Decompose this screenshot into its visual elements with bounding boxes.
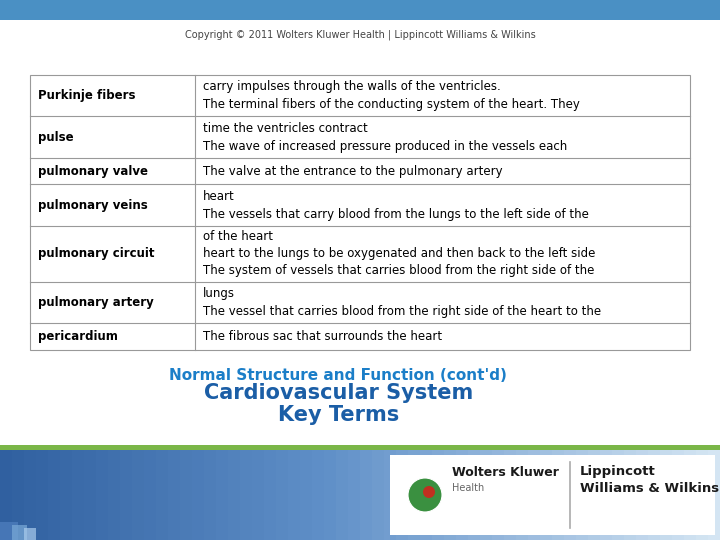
Text: Cardiovascular System: Cardiovascular System — [204, 383, 473, 403]
Bar — [324, 450, 337, 540]
Bar — [504, 450, 517, 540]
Bar — [492, 450, 505, 540]
Text: pericardium: pericardium — [38, 330, 118, 343]
Bar — [348, 450, 361, 540]
Bar — [396, 450, 409, 540]
Text: pulmonary valve: pulmonary valve — [38, 165, 148, 178]
Bar — [60, 450, 73, 540]
Bar — [540, 450, 553, 540]
Bar — [0, 0, 720, 20]
Text: carry impulses through the walls of the ventricles.: carry impulses through the walls of the … — [203, 80, 500, 93]
Bar — [636, 450, 649, 540]
Text: time the ventricles contract: time the ventricles contract — [203, 122, 368, 134]
Bar — [372, 450, 385, 540]
Text: The terminal fibers of the conducting system of the heart. They: The terminal fibers of the conducting sy… — [203, 98, 580, 111]
Bar — [0, 522, 18, 540]
Text: The system of vessels that carries blood from the right side of the: The system of vessels that carries blood… — [203, 265, 595, 278]
Bar — [588, 450, 601, 540]
Bar — [312, 450, 325, 540]
Text: Health: Health — [452, 483, 485, 493]
Bar — [360, 450, 373, 540]
Bar — [24, 450, 37, 540]
Bar — [336, 450, 349, 540]
Bar — [624, 450, 637, 540]
Bar — [576, 450, 589, 540]
Bar — [168, 450, 181, 540]
Text: heart: heart — [203, 190, 235, 202]
Bar — [444, 450, 457, 540]
Bar — [108, 450, 121, 540]
Text: pulmonary artery: pulmonary artery — [38, 296, 154, 309]
Text: of the heart: of the heart — [203, 231, 273, 244]
Circle shape — [423, 486, 435, 498]
Bar — [456, 450, 469, 540]
Bar — [180, 450, 193, 540]
Bar — [276, 450, 289, 540]
Text: Normal Structure and Function (cont'd): Normal Structure and Function (cont'd) — [169, 368, 508, 382]
Text: Key Terms: Key Terms — [278, 405, 399, 425]
Bar — [390, 455, 715, 535]
Bar — [96, 450, 109, 540]
Text: The vessels that carry blood from the lungs to the left side of the: The vessels that carry blood from the lu… — [203, 207, 589, 221]
Text: Purkinje fibers: Purkinje fibers — [38, 89, 135, 102]
Bar — [648, 450, 661, 540]
Bar — [120, 450, 133, 540]
Bar — [516, 450, 529, 540]
Text: heart to the lungs to be oxygenated and then back to the left side: heart to the lungs to be oxygenated and … — [203, 247, 595, 260]
Bar — [432, 450, 445, 540]
Bar — [528, 450, 541, 540]
Bar — [552, 450, 565, 540]
Bar — [708, 450, 720, 540]
Bar — [564, 450, 577, 540]
Text: The valve at the entrance to the pulmonary artery: The valve at the entrance to the pulmona… — [203, 165, 503, 178]
Bar — [600, 450, 613, 540]
Bar — [204, 450, 217, 540]
Text: lungs: lungs — [203, 287, 235, 300]
Bar — [72, 450, 85, 540]
Bar — [12, 525, 27, 540]
Bar — [0, 445, 720, 450]
Bar — [660, 450, 673, 540]
Bar — [228, 450, 241, 540]
Bar — [12, 450, 25, 540]
Bar — [144, 450, 157, 540]
Text: Lippincott: Lippincott — [580, 465, 656, 478]
Bar — [84, 450, 97, 540]
Bar — [672, 450, 685, 540]
Bar — [300, 450, 313, 540]
Bar — [36, 450, 49, 540]
Bar — [480, 450, 493, 540]
Bar — [30, 75, 690, 350]
Bar — [252, 450, 265, 540]
Bar — [696, 450, 709, 540]
Bar — [0, 450, 13, 540]
Text: Williams & Wilkins: Williams & Wilkins — [580, 482, 719, 495]
Bar — [216, 450, 229, 540]
Bar — [384, 450, 397, 540]
Bar — [264, 450, 277, 540]
Bar — [468, 450, 481, 540]
Text: The wave of increased pressure produced in the vessels each: The wave of increased pressure produced … — [203, 140, 567, 153]
Text: pulmonary veins: pulmonary veins — [38, 199, 148, 212]
Bar — [408, 450, 421, 540]
Text: pulmonary circuit: pulmonary circuit — [38, 247, 155, 260]
Bar — [420, 450, 433, 540]
Text: Wolters Kluwer: Wolters Kluwer — [452, 465, 559, 478]
Text: The fibrous sac that surrounds the heart: The fibrous sac that surrounds the heart — [203, 330, 442, 343]
Bar — [192, 450, 205, 540]
Text: The vessel that carries blood from the right side of the heart to the: The vessel that carries blood from the r… — [203, 305, 601, 318]
Bar — [48, 450, 61, 540]
Bar — [0, 0, 720, 445]
Bar — [156, 450, 169, 540]
Bar — [24, 528, 36, 540]
Circle shape — [408, 478, 442, 512]
Text: pulse: pulse — [38, 131, 73, 144]
Bar — [240, 450, 253, 540]
Bar — [132, 450, 145, 540]
Bar — [612, 450, 625, 540]
Bar — [684, 450, 697, 540]
Bar — [288, 450, 301, 540]
Text: Copyright © 2011 Wolters Kluwer Health | Lippincott Williams & Wilkins: Copyright © 2011 Wolters Kluwer Health |… — [184, 30, 536, 40]
